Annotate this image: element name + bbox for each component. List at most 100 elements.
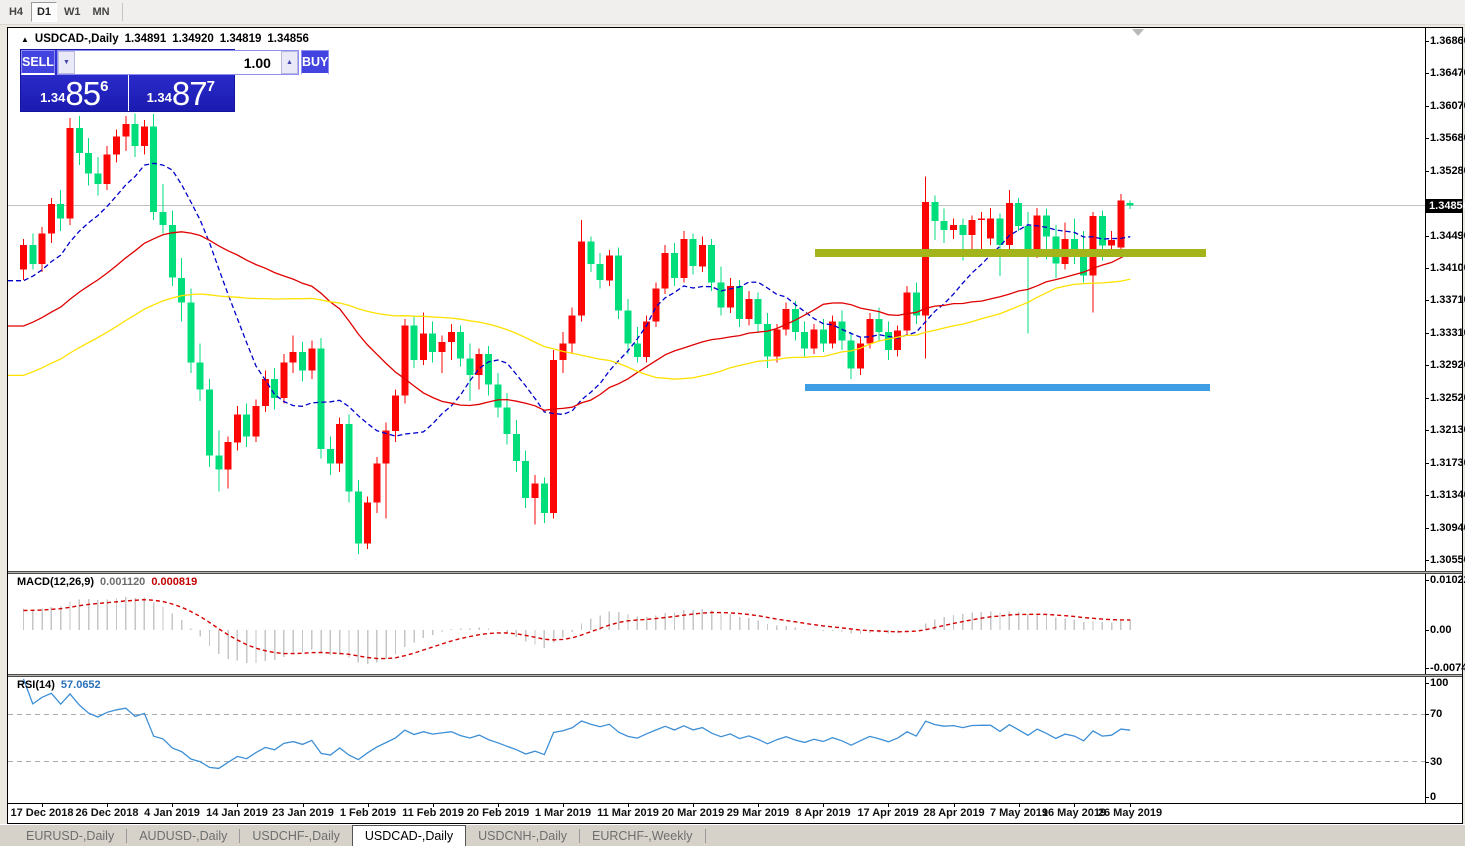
timeframe-toolbar: H4 D1 W1 MN [0, 0, 1465, 25]
date-label: 17 Dec 2018 [10, 807, 74, 819]
macd-axis-zero: 0.00 [1430, 624, 1452, 636]
candle-body [140, 126, 148, 147]
candle-body [847, 340, 855, 369]
candle-body [884, 332, 892, 351]
rsi-splitter[interactable] [8, 674, 1462, 677]
price-tick-label: 1.34490 [1430, 229, 1465, 242]
timeframe-button-d1[interactable]: D1 [31, 2, 57, 22]
symbol-tab-audusd[interactable]: AUDUSD-,Daily [139, 829, 228, 843]
one-click-trade-panel: SELL ▼ ▲ BUY 1.34 85 6 [20, 49, 330, 112]
axis-tick [1426, 527, 1430, 529]
price-tick-label: 1.31340 [1430, 488, 1465, 501]
price-tick-label: 1.33710 [1430, 293, 1465, 306]
candle-body [261, 378, 269, 406]
candle-body [299, 351, 306, 371]
candle-body [410, 325, 418, 360]
date-tick [758, 804, 759, 807]
volume-increase-button[interactable]: ▲ [280, 51, 298, 74]
candle-body [689, 239, 697, 267]
candle-body [512, 434, 520, 462]
rsi-axis[interactable]: 100 70 30 0 [1425, 677, 1462, 803]
resistance-band[interactable] [815, 249, 1206, 257]
candle-body [1024, 226, 1032, 254]
candle-body [485, 354, 492, 385]
buy-button[interactable]: BUY [300, 50, 330, 75]
candle-body [996, 218, 1004, 245]
sell-price[interactable]: 1.34 85 6 [21, 75, 128, 111]
axis-tick [1426, 683, 1430, 684]
tab-separator [704, 829, 706, 843]
candle-body [1005, 202, 1013, 245]
buy-price-sup: 7 [206, 78, 215, 95]
axis-tick [1426, 559, 1430, 561]
volume-input[interactable] [74, 51, 281, 74]
ohlc-close: 1.34856 [267, 33, 309, 45]
candle-body [838, 321, 846, 341]
rsi-panel[interactable]: RSI(14) 57.0652 [8, 677, 1426, 803]
sell-price-sup: 6 [100, 78, 109, 95]
candle-body [680, 239, 688, 278]
date-tick [1074, 804, 1075, 807]
candle-body [447, 332, 455, 342]
chart-shift-marker-icon[interactable] [1132, 29, 1144, 36]
date-tick [628, 804, 629, 807]
timeframe-button-w1[interactable]: W1 [64, 6, 81, 18]
candle-body [168, 225, 176, 278]
candle-body [494, 384, 502, 408]
symbol-tab-eurchf[interactable]: EURCHF-,Weekly [592, 829, 693, 843]
rsi-value: 57.0652 [60, 679, 101, 691]
candle-body [578, 241, 585, 316]
main-chart[interactable]: ▲ USDCAD-,Daily 1.34891 1.34920 1.34819 … [8, 28, 1426, 571]
candle-body [354, 491, 362, 544]
candle-body [206, 389, 213, 456]
candle-body [968, 220, 976, 235]
symbol-tab-usdcnh[interactable]: USDCNH-,Daily [478, 829, 568, 843]
candle-body [1117, 200, 1125, 248]
candle-body [959, 225, 967, 235]
sell-price-prefix: 1.34 [40, 90, 66, 105]
candle-body [364, 502, 372, 544]
candle-body [754, 299, 762, 324]
symbol-tab-usdchf[interactable]: USDCHF-,Daily [252, 829, 340, 843]
date-axis[interactable]: 17 Dec 2018 26 Dec 2018 4 Jan 2019 14 Jan 2… [8, 803, 1462, 823]
macd-panel[interactable]: MACD(12,26,9) 0.001120 0.000819 [8, 574, 1426, 674]
buy-price[interactable]: 1.34 87 7 [128, 75, 235, 111]
symbol-tab-eurusd[interactable]: EURUSD-,Daily [26, 829, 115, 843]
candle-body [708, 244, 716, 283]
candle-body [326, 448, 334, 464]
candle-body [382, 430, 390, 464]
axis-tick [1426, 630, 1430, 631]
rsi-axis-30: 30 [1430, 755, 1443, 768]
candle-body [540, 483, 548, 513]
candle-body [745, 299, 753, 319]
axis-tick [1426, 299, 1430, 301]
sell-button[interactable]: SELL [21, 50, 55, 75]
support-band[interactable] [805, 384, 1210, 391]
candle-body [438, 341, 446, 352]
candle-body [429, 333, 437, 352]
macd-label: MACD(12,26,9) 0.001120 0.000819 [17, 576, 197, 588]
macd-axis[interactable]: 0.010229 0.00 -0.007477 [1425, 574, 1465, 674]
candle-body [271, 378, 279, 398]
timeframe-button-h4[interactable]: H4 [8, 6, 24, 18]
date-tick [433, 804, 434, 807]
collapse-trade-panel-icon[interactable]: ▲ [21, 34, 29, 44]
moving-average-55 [8, 278, 1131, 380]
candle-body [950, 225, 957, 230]
chart-symbol-label: USDCAD-,Daily [34, 33, 119, 45]
candle-body [931, 202, 939, 221]
date-label: 23 Jan 2019 [272, 807, 334, 819]
macd-splitter[interactable] [8, 571, 1462, 574]
candle-body [522, 461, 530, 499]
timeframe-button-mn[interactable]: MN [92, 6, 110, 18]
candle-body [159, 212, 167, 226]
candle-body [615, 255, 623, 311]
symbol-tab-usdcad[interactable]: USDCAD-,Daily [351, 825, 467, 846]
candle-body [345, 424, 353, 492]
volume-decrease-button[interactable]: ▼ [57, 51, 75, 74]
ohlc-open: 1.34891 [124, 33, 167, 45]
axis-tick [1426, 668, 1430, 669]
date-tick [1019, 804, 1020, 807]
price-axis[interactable]: 1.36860 1.36470 1.36070 1.35680 1.35280 1.344… [1425, 28, 1465, 571]
price-tick-label: 1.34100 [1430, 261, 1465, 274]
